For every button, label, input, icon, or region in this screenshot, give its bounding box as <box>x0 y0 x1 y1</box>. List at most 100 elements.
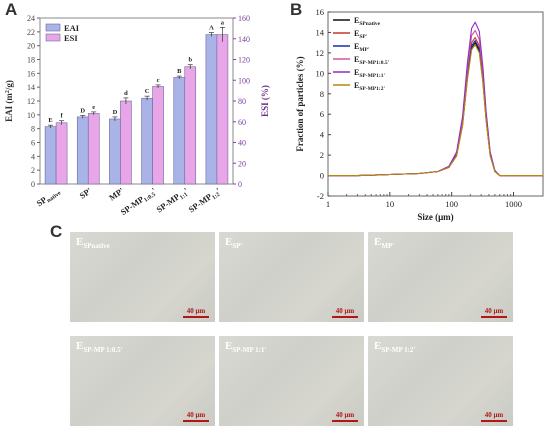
significance-letter: e <box>92 104 95 111</box>
scale-bar: 40 μm <box>481 411 507 422</box>
y-axis-title: Fraction of particles (%) <box>295 56 305 151</box>
y-tick-label: -2 <box>317 191 324 201</box>
y-left-tick-label: 14 <box>27 83 35 92</box>
scale-bar: 40 μm <box>183 307 209 318</box>
bar-eai <box>173 77 186 185</box>
x-tick-label: SP-MP1:1' <box>154 185 191 216</box>
y-left-tick-label: 8 <box>31 125 35 134</box>
y-left-tick-label: 4 <box>31 152 35 161</box>
significance-letter: D <box>80 108 85 115</box>
legend-label-2: EMP' <box>354 42 370 53</box>
panel-c-letter: C <box>50 222 63 241</box>
bar-chart-eai-esi: 0246810121416182022240204060801001201401… <box>4 14 270 218</box>
legend-label-eai: EAI <box>64 23 80 33</box>
scale-bar: 40 μm <box>332 411 358 422</box>
legend-swatch-eai <box>45 23 61 32</box>
y-right-tick-label: 40 <box>238 139 246 148</box>
x-tick-label: 1000 <box>505 199 522 209</box>
significance-letter: D <box>113 109 118 116</box>
y-left-tick-label: 12 <box>27 97 35 106</box>
legend-swatch-esi <box>45 33 61 42</box>
significance-letter: b <box>188 57 192 64</box>
significance-letter: d <box>124 90 128 97</box>
bar-esi <box>216 34 229 185</box>
y-right-axis-title: ESI (%) <box>260 85 270 117</box>
y-right-tick-label: 120 <box>238 56 250 65</box>
bar-eai <box>205 34 218 185</box>
plot-frame <box>327 11 544 197</box>
micrograph-2: ESP' 40 μm <box>219 232 364 322</box>
y-tick-label: 4 <box>320 130 325 140</box>
bar-esi <box>55 122 68 185</box>
bar-eai <box>76 116 89 185</box>
bar-eai <box>109 118 121 185</box>
y-right-tick-label: 80 <box>238 97 246 106</box>
y-left-tick-label: 24 <box>27 14 35 23</box>
micrograph-label: ESP-MP 1:0.5' <box>76 340 123 355</box>
x-tick-label: SP-MP1:2' <box>187 185 224 216</box>
micrograph-label: ESPnative <box>76 236 110 251</box>
y-right-tick-label: 100 <box>238 76 250 85</box>
y-right-tick-label: 160 <box>238 14 250 23</box>
y-left-axis-title: EAI (m2/g) <box>4 80 14 122</box>
micrograph-3: EMP' 40 μm <box>368 232 513 322</box>
micrograph-1: ESPnative 40 μm <box>70 232 215 322</box>
x-tick-label: 1 <box>326 199 330 209</box>
y-tick-label: 16 <box>316 7 325 17</box>
micrograph-6: ESP-MP 1:2' 40 μm <box>368 336 513 426</box>
bar-eai <box>141 97 153 185</box>
y-left-tick-label: 22 <box>27 28 35 37</box>
x-axis-title: Size (μm) <box>417 212 453 222</box>
y-tick-label: 8 <box>320 89 324 99</box>
legend-label-3: ESP-MP1:0.5' <box>354 55 390 66</box>
y-right-tick-label: 60 <box>238 118 246 127</box>
legend-label-0: ESPnative <box>354 16 381 27</box>
significance-letter: a <box>221 19 225 26</box>
y-tick-label: 14 <box>316 27 325 37</box>
series-line-5 <box>328 44 543 177</box>
x-tick-label: SP-MP1:0.5' <box>119 185 159 218</box>
y-left-tick-label: 10 <box>27 111 35 120</box>
significance-letter: C <box>145 88 150 95</box>
legend-label-esi: ESI <box>64 33 78 43</box>
x-tick-label: 10 <box>386 199 395 209</box>
significance-letter: E <box>48 117 52 124</box>
x-tick-label: MP' <box>107 185 126 202</box>
y-left-tick-label: 2 <box>31 166 35 175</box>
panel-a-letter: A <box>5 0 18 19</box>
y-left-tick-label: 6 <box>31 139 35 148</box>
y-left-tick-label: 16 <box>27 69 35 78</box>
bar-esi <box>152 86 164 185</box>
legend-label-1: ESP' <box>354 29 368 40</box>
x-tick-label: SPnative <box>35 185 63 210</box>
scale-bar: 40 μm <box>481 307 507 318</box>
y-right-tick-label: 0 <box>238 180 242 189</box>
y-left-tick-label: 18 <box>27 56 35 65</box>
y-right-tick-label: 140 <box>238 35 250 44</box>
bar-esi <box>184 66 197 185</box>
significance-letter: B <box>177 68 182 75</box>
series-line-4 <box>328 21 543 177</box>
significance-letter: c <box>157 77 160 84</box>
particle-size-chart: -2 0 2 4 6 8 10 12 14 16 1 10 100 1000 Size (μm) Fracti… <box>295 7 544 222</box>
y-tick-label: 6 <box>320 109 324 119</box>
panel-b-letter: B <box>290 0 303 19</box>
y-tick-label: 10 <box>316 68 325 78</box>
micrograph-label: ESP-MP 1:1' <box>225 340 267 355</box>
bar-esi <box>120 100 132 185</box>
y-tick-label: 2 <box>320 150 324 160</box>
micrograph-label: ESP' <box>225 236 243 251</box>
significance-letter: A <box>209 25 214 32</box>
y-left-tick-label: 0 <box>31 180 35 189</box>
y-tick-label: 0 <box>320 171 324 181</box>
y-tick-label: 12 <box>316 48 325 58</box>
micrograph-label: EMP' <box>374 236 395 251</box>
legend-label-5: ESP-MP1:2' <box>354 81 385 92</box>
micrograph-label: ESP-MP 1:2' <box>374 340 416 355</box>
micrograph-5: ESP-MP 1:1' 40 μm <box>219 336 364 426</box>
x-tick-label: SP' <box>78 185 94 200</box>
legend-label-4: ESP-MP1:1' <box>354 68 385 79</box>
x-tick-label: 100 <box>445 199 458 209</box>
y-left-tick-label: 20 <box>27 42 35 51</box>
series-line-1 <box>328 37 543 177</box>
